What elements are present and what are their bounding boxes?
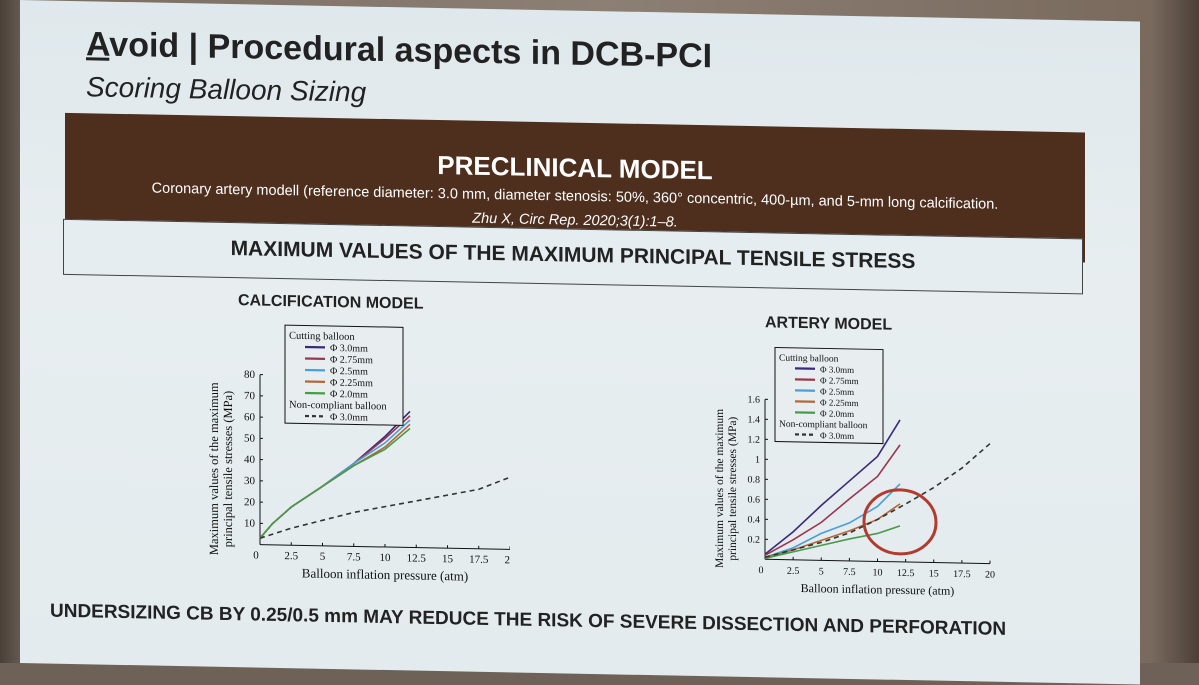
calcification-chart: 0 2.5 5 7.5 10 12.5 15 17.5 20 10 20 30 40 50 60 70 80 Ba… — [180, 313, 510, 609]
y-tick-label: 0.6 — [748, 494, 760, 505]
x-tick-label: 5 — [819, 566, 824, 577]
y-tick-label: 40 — [244, 454, 255, 466]
series-line — [260, 409, 410, 541]
legend-entry: Φ 2.5mm — [820, 386, 854, 397]
y-axis-label-line: Maximum values of the maximum — [714, 409, 726, 568]
y-tick-label: 0.8 — [748, 474, 760, 485]
x-tick-label: 0 — [759, 565, 764, 576]
legend-entry: Φ 3.0mm — [820, 430, 854, 441]
title-text: void | Procedural aspects in DCB-PCI — [109, 26, 712, 76]
legend-entry: Φ 2.5mm — [330, 366, 368, 378]
series-line — [765, 442, 900, 558]
y-axis-label-line: principal tensile stresses (MPa) — [727, 416, 739, 560]
y-axis-label: Maximum values of the maximumprincipal t… — [714, 409, 739, 569]
x-tick-label: 5 — [320, 551, 326, 563]
y-tick-label: 70 — [244, 390, 255, 402]
y-tick-label: 50 — [244, 433, 255, 445]
slide-subtitle: Scoring Balloon Sizing — [86, 71, 366, 108]
y-tick-label: 80 — [244, 369, 255, 381]
x-tick-label: 10 — [873, 567, 883, 578]
legend-entry: Φ 3.0mm — [330, 343, 368, 355]
legend-entry: Φ 2.0mm — [330, 389, 368, 401]
legend-entry: Φ 2.25mm — [330, 377, 373, 389]
x-tick-label: 15 — [929, 568, 939, 579]
artery-chart: 0 2.5 5 7.5 10 12.5 15 17.5 20 0.2 0.4 0.6 0.8 1 1.2 1.… — [675, 338, 1005, 614]
y-tick-label: 20 — [244, 496, 255, 508]
x-axis-label: Balloon inflation pressure (atm) — [302, 565, 468, 583]
legend-group-title: Cutting balloon — [779, 354, 839, 365]
x-tick-label: 20 — [985, 570, 995, 581]
legend-entry: Φ 2.0mm — [820, 408, 854, 419]
artery-chart-title: ARTERY MODEL — [765, 314, 892, 334]
x-tick-label: 12.5 — [897, 568, 914, 579]
slide: Avoid | Procedural aspects in DCB-PCI Sc… — [20, 0, 1140, 685]
y-tick-label: 60 — [244, 411, 255, 423]
legend-group-title: Non-compliant balloon — [289, 400, 387, 413]
legend-entry: Φ 3.0mm — [330, 412, 368, 424]
calcification-chart-svg: 0 2.5 5 7.5 10 12.5 15 17.5 20 10 20 30 40 50 60 70 80 Ba… — [180, 313, 510, 609]
x-tick-label: 20 — [505, 554, 510, 566]
slide-title: Avoid | Procedural aspects in DCB-PCI — [86, 25, 712, 76]
series-line — [260, 426, 410, 541]
x-axis-label: Balloon inflation pressure (atm) — [801, 581, 955, 598]
y-tick-label: 1.6 — [748, 394, 760, 405]
x-tick-label: 7.5 — [347, 551, 361, 563]
artery-chart-svg: 0 2.5 5 7.5 10 12.5 15 17.5 20 0.2 0.4 0.6 0.8 1 1.2 1.… — [675, 338, 1005, 614]
x-tick-label: 10 — [380, 552, 391, 564]
y-tick-label: 0.2 — [748, 534, 760, 545]
legend-entry: Φ 2.75mm — [820, 375, 859, 386]
x-tick-label: 2.5 — [284, 550, 298, 562]
legend-entry: Φ 3.0mm — [820, 364, 854, 375]
x-tick-label: 7.5 — [843, 567, 855, 578]
highlight-circle — [864, 489, 936, 554]
x-tick-label: 12.5 — [407, 552, 427, 564]
x-tick-label: 2.5 — [787, 566, 799, 577]
x-tick-label: 17.5 — [953, 569, 970, 580]
x-tick-label: 17.5 — [469, 554, 489, 566]
y-tick-label: 10 — [244, 518, 255, 530]
y-axis-label: Maximum values of the maximumprincipal t… — [207, 382, 235, 556]
y-tick-label: 30 — [244, 475, 255, 487]
x-tick-label: 15 — [442, 553, 453, 565]
y-axis-label-line: principal tensile stresses (MPa) — [221, 391, 235, 548]
y-tick-label: 1 — [755, 455, 760, 466]
y-axis-label-line: Maximum values of the maximum — [207, 382, 221, 555]
legend-group-title: Cutting balloon — [289, 331, 355, 343]
series-line — [260, 472, 510, 543]
title-underlined-letter: A — [86, 25, 109, 63]
y-tick-label: 1.4 — [748, 414, 760, 425]
y-tick-label: 1.2 — [748, 434, 760, 445]
series-line — [260, 421, 410, 541]
section-heading: MAXIMUM VALUES OF THE MAXIMUM PRINCIPAL … — [64, 234, 1082, 278]
x-tick-label: 0 — [253, 549, 259, 561]
series-line — [765, 439, 990, 561]
legend-entry: Φ 2.25mm — [820, 397, 859, 408]
y-tick-label: 0.4 — [748, 514, 760, 525]
legend-entry: Φ 2.75mm — [330, 354, 373, 366]
calcification-chart-title: CALCIFICATION MODEL — [238, 292, 423, 314]
